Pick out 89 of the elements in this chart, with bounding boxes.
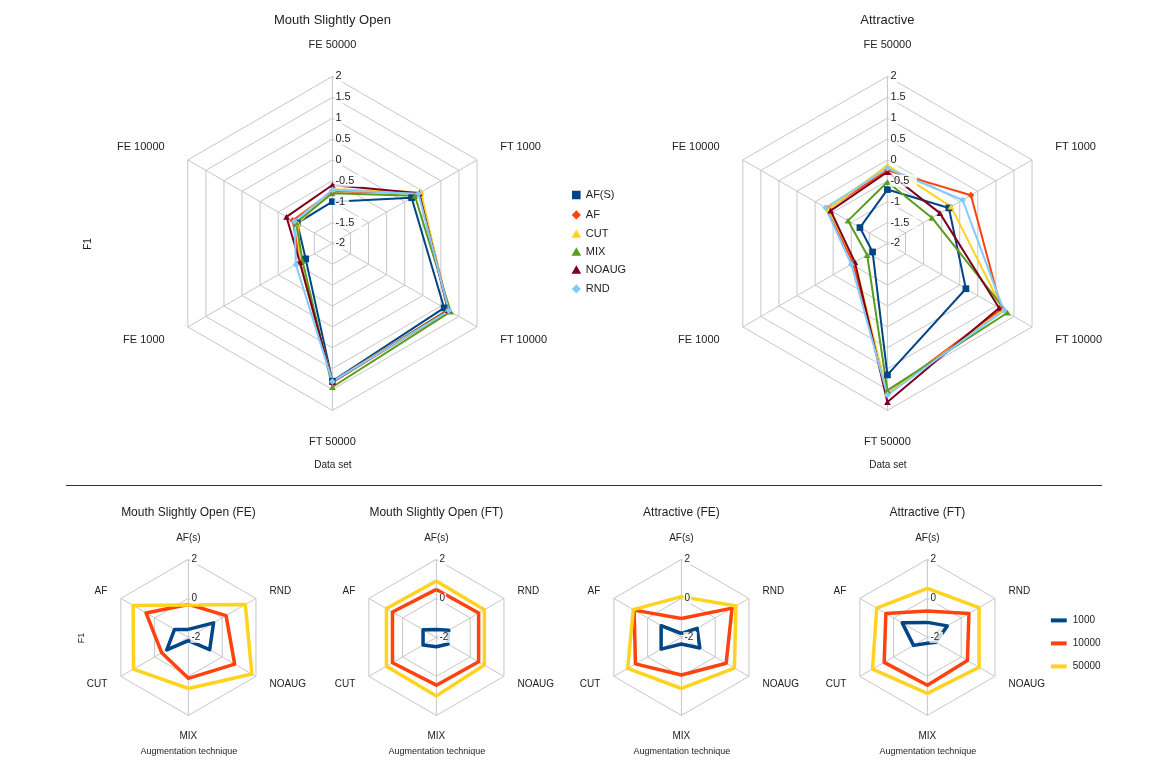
spoke-label: AF(s) [175, 531, 201, 543]
y-tick-label: 0 [334, 152, 342, 165]
text: Augmentation technique [879, 745, 976, 756]
chart-title: Attractive (FT) [889, 504, 965, 519]
spoke-label: AF [94, 584, 107, 596]
spoke-label: AF [587, 584, 600, 596]
y-tick-label: 2 [889, 69, 897, 82]
y-tick-label: 2 [929, 552, 936, 564]
chart-title: Mouth Slightly Open [273, 11, 391, 27]
y-tick-label: -1 [334, 194, 345, 207]
y-tick-label: 1 [334, 110, 342, 123]
y-tick-label: 2 [334, 69, 342, 82]
spoke-label: FE 10000 [671, 139, 720, 152]
chart-title: Attractive [859, 11, 915, 27]
y-tick-label: 1.5 [889, 89, 906, 102]
y-tick-label: 0 [929, 591, 936, 603]
spoke-label: AF(s) [423, 531, 449, 543]
spoke-label: MIX [672, 730, 691, 742]
chart-title: Attractive (FE) [642, 504, 720, 519]
y-tick-label: -2 [334, 236, 345, 249]
legend-label: RND [585, 281, 610, 294]
spoke-label: AF [833, 584, 846, 596]
spoke-label: FE 50000 [308, 37, 356, 50]
spoke-label: FT 50000 [863, 434, 911, 447]
spoke-label: FE 10000 [116, 139, 165, 152]
y-tick-label: -2 [889, 236, 900, 249]
spoke-label: MIX [179, 730, 198, 742]
spoke-label: MIX [427, 730, 446, 742]
y-tick-label: 0 [190, 591, 197, 603]
text: Augmentation technique [633, 745, 730, 756]
chart-title: Mouth Slightly Open (FT) [369, 504, 503, 519]
y-tick-label: -1 [889, 194, 900, 207]
spoke-label: NOAUG [269, 677, 306, 689]
spoke-label: MIX [918, 730, 937, 742]
spoke-label: FT 50000 [308, 434, 356, 447]
spoke-label: RND [1008, 584, 1030, 596]
y-tick-label: -1.5 [889, 215, 909, 228]
text: Augmentation technique [140, 745, 237, 756]
y-tick-label: 0 [683, 591, 690, 603]
y-tick-label: -1.5 [334, 215, 354, 228]
text: Augmentation technique [388, 745, 485, 756]
text: F1 [81, 237, 93, 250]
y-tick-label: 1 [889, 110, 897, 123]
spoke-label: NOAUG [517, 677, 554, 689]
y-tick-label: -0.5 [334, 173, 354, 186]
spoke-label: FT 10000 [1054, 332, 1102, 345]
spoke-label: CUT [334, 677, 355, 689]
legend-label: 50000 [1072, 659, 1101, 671]
spoke-label: AF(s) [668, 531, 694, 543]
legend-label: NOAUG [585, 262, 626, 275]
y-tick-label: -2 [683, 630, 694, 642]
y-tick-label: -2 [438, 630, 449, 642]
legend-label: AF(S) [585, 187, 615, 200]
spoke-label: RND [762, 584, 784, 596]
y-tick-label: 2 [438, 552, 445, 564]
text: Data set [868, 458, 907, 470]
spoke-label: FT 1000 [1054, 139, 1096, 152]
spoke-label: FT 10000 [499, 332, 547, 345]
y-tick-label: 0.5 [334, 131, 351, 144]
y-tick-label: 1.5 [334, 89, 351, 102]
spoke-label: FE 1000 [122, 332, 165, 345]
legend-label: 1000 [1072, 613, 1096, 625]
legend-label: CUT [585, 226, 609, 239]
legend-label: AF [585, 207, 600, 220]
spoke-label: RND [517, 584, 539, 596]
legend-label: MIX [585, 244, 606, 257]
y-tick-label: 0.5 [889, 131, 906, 144]
spoke-label: FT 1000 [499, 139, 541, 152]
y-tick-label: 0 [889, 152, 897, 165]
text: F1 [75, 632, 86, 643]
y-tick-label: -0.5 [889, 173, 909, 186]
spoke-label: FE 50000 [863, 37, 911, 50]
text: Data set [313, 458, 352, 470]
spoke-label: AF [342, 584, 355, 596]
y-tick-label: -2 [190, 630, 201, 642]
y-tick-label: -2 [929, 630, 940, 642]
y-tick-label: 2 [683, 552, 690, 564]
spoke-label: NOAUG [1008, 677, 1045, 689]
spoke-label: AF(s) [914, 531, 940, 543]
spoke-label: CUT [825, 677, 846, 689]
y-tick-label: 2 [190, 552, 197, 564]
spoke-label: FE 1000 [677, 332, 720, 345]
chart-title: Mouth Slightly Open (FE) [120, 504, 256, 519]
spoke-label: CUT [86, 677, 107, 689]
legend-label: 10000 [1072, 636, 1101, 648]
spoke-label: NOAUG [762, 677, 799, 689]
spoke-label: RND [269, 584, 291, 596]
spoke-label: CUT [579, 677, 600, 689]
y-tick-label: 0 [438, 591, 445, 603]
